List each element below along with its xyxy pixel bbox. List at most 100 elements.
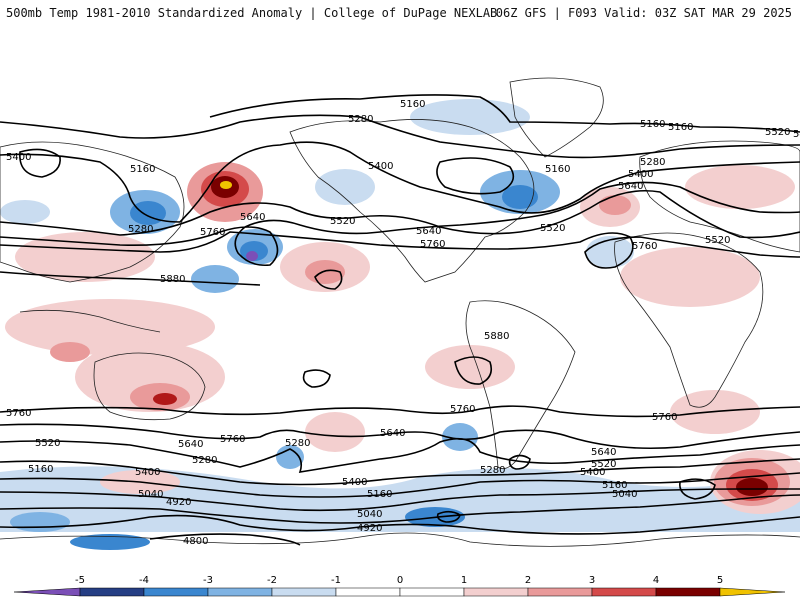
contour-label: 5280 <box>640 157 665 168</box>
contour-label: 5400 <box>580 467 605 478</box>
contour-label: 5280 <box>348 114 373 125</box>
contour-label: 5760 <box>220 434 245 445</box>
contour-5040-south <box>0 494 800 524</box>
contour-label: 5040 <box>357 509 382 520</box>
contour-5160-north <box>209 94 800 133</box>
contour-label: 5520 <box>35 438 60 449</box>
contour-loop-antarctic <box>436 510 461 523</box>
colorbar-tick: 3 <box>589 575 595 586</box>
cool-area-west-asia <box>0 200 50 224</box>
contour-label: 5760 <box>652 412 677 423</box>
contour-label: 5640 <box>591 447 616 458</box>
contour-5880-sa <box>454 356 493 385</box>
contour-5400-south <box>0 458 800 486</box>
contour-label: 4920 <box>166 497 191 508</box>
colorbar-arrow-right <box>719 587 786 597</box>
contour-4800-south <box>149 533 301 546</box>
contour-label: 5760 <box>420 239 445 250</box>
contour-label: 5280 <box>480 465 505 476</box>
contour-label: 5760 <box>200 227 225 238</box>
contour-loop-siberia <box>19 148 61 178</box>
contour-label: 5280 <box>128 224 153 235</box>
colorbar-seg-neg3 <box>143 587 209 597</box>
colorbar-tick: -3 <box>203 575 213 586</box>
colorbar-tick: 5 <box>717 575 723 586</box>
warm-peak-southern <box>736 478 768 496</box>
contour-label: 5520 <box>330 216 355 227</box>
contour-label: 5160 <box>130 164 155 175</box>
colorbar-seg-pos2 <box>527 587 593 597</box>
contour-label: 5400 <box>628 169 653 180</box>
cool-area-south-atlantic <box>442 423 478 451</box>
contour-label: 5640 <box>380 428 405 439</box>
contour-label: 5520 <box>591 459 616 470</box>
contour-label: 5160 <box>602 480 627 491</box>
contour-loop-canada <box>436 157 515 195</box>
colorbar-arrow-left <box>13 587 81 597</box>
contour-label: 5280 <box>285 438 310 449</box>
cool-area-pacific-peak <box>246 251 258 261</box>
contour-label: 5520 <box>765 127 790 138</box>
warm-area-europe <box>685 165 795 209</box>
contour-label: 5160 <box>28 464 53 475</box>
anomaly-map: 5160 5280 5160 5400 5160 5160 5280 5520 … <box>0 27 800 559</box>
colorbar-tick: -2 <box>267 575 277 586</box>
contour-5160-south <box>0 488 800 512</box>
contour-label: 5880 <box>484 331 509 342</box>
contour-label: 5760 <box>632 241 657 252</box>
contour-label: 5160 <box>545 164 570 175</box>
cool-area-siberia-core <box>130 201 166 225</box>
contour-5760-north <box>0 231 800 269</box>
warm-area-sa <box>425 345 515 389</box>
cool-area-arctic <box>410 99 530 135</box>
warm-mid-indonesia <box>50 342 90 362</box>
warm-area-africa <box>620 247 760 307</box>
contour-label: 5520 <box>705 235 730 246</box>
contour-label: 5160 <box>640 119 665 130</box>
warm-mid-europe <box>599 195 631 215</box>
cool-area-canada-core <box>502 185 538 209</box>
contour-label: 5400 <box>135 467 160 478</box>
contour-5400-north <box>0 141 800 223</box>
colorbar: -5 -4 -3 -2 -1 0 1 2 3 4 5 <box>13 575 786 597</box>
warm-area-south-pacific <box>305 412 365 452</box>
cool-area-gulf-alaska <box>315 169 375 205</box>
colorbar-seg-pos4 <box>655 587 721 597</box>
colorbar-tick: -4 <box>139 575 149 586</box>
anomaly-shading <box>0 99 800 550</box>
contour-label: 5640 <box>618 181 643 192</box>
contour-label: 5880 <box>160 274 185 285</box>
contour-label: 5040 <box>138 489 163 500</box>
contour-label: 5280 <box>192 455 217 466</box>
warm-strong-australia <box>153 393 177 405</box>
colorbar-seg-zero-pos <box>399 587 465 597</box>
colorbar-tick: 1 <box>461 575 467 586</box>
contour-5520-north <box>0 189 800 239</box>
contour-5640-south <box>0 423 800 450</box>
colorbar-seg-neg4 <box>79 587 145 597</box>
contour-label: 5400 <box>368 161 393 172</box>
contour-label: 5640 <box>240 212 265 223</box>
contour-5280-south <box>0 472 800 498</box>
contour-label: 5400 <box>6 152 31 163</box>
contour-label: 5040 <box>612 489 637 500</box>
colorbar-tick: -1 <box>331 575 341 586</box>
colorbar-seg-zero-neg <box>335 587 401 597</box>
australia-outline <box>93 352 206 421</box>
cool-area-hawaii <box>191 265 239 293</box>
north-america-outline <box>289 119 535 283</box>
contour-label: 5520 <box>540 223 565 234</box>
colorbar-tick: 2 <box>525 575 531 586</box>
cool-area-antarctic-2 <box>10 512 70 532</box>
height-contours <box>0 94 800 546</box>
cool-area-atlantic <box>586 236 634 268</box>
colorbar-seg-pos3 <box>591 587 657 597</box>
cool-area-sw-pacific <box>276 445 304 469</box>
indonesia-outline <box>19 309 161 333</box>
run-info: 06Z GFS | F093 Valid: 03Z SAT MAR 29 202… <box>495 6 792 20</box>
contour-label: 4920 <box>357 523 382 534</box>
colorbar-tick: 4 <box>653 575 659 586</box>
warm-extreme-alaska <box>220 181 232 189</box>
contour-label: 5160 <box>367 489 392 500</box>
colorbar-seg-neg1 <box>271 587 337 597</box>
